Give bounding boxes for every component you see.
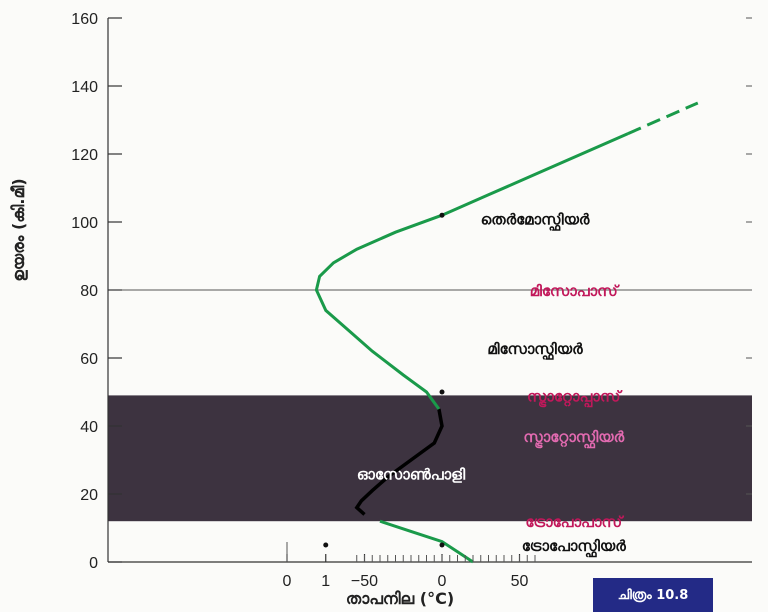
x-tick-label-2: −50 xyxy=(351,573,378,590)
x-axis-title: താപനില (°C) xyxy=(346,589,454,608)
figure-label-badge: ചിത്രം 10.8 xyxy=(593,578,713,612)
y-tick-label-120: 120 xyxy=(71,147,98,164)
layer-label-2: മിസോസ്ഫിയർ xyxy=(487,340,583,361)
x-tick-label-3: 0 xyxy=(438,573,447,590)
layer-label-7: ട്രോപോസ്ഫിയർ xyxy=(522,537,626,558)
curve-dashed-segment xyxy=(628,103,698,134)
y-tick-label-60: 60 xyxy=(80,351,98,368)
point-marker-1 xyxy=(440,390,445,395)
y-tick-label-160: 160 xyxy=(71,11,98,28)
y-tick-label-40: 40 xyxy=(80,419,98,436)
y-axis-title: ഉയരം (കി.മീ) xyxy=(9,178,28,281)
stratosphere-band-0 xyxy=(108,395,752,521)
y-tick-label-80: 80 xyxy=(80,283,98,300)
point-marker-3 xyxy=(323,543,328,548)
layer-label-1: മിസോപാസ് xyxy=(530,282,621,300)
layer-label-5: ഓസോൺപാളി xyxy=(357,466,466,484)
y-tick-label-0: 0 xyxy=(89,555,98,572)
x-tick-label-1: 1 xyxy=(321,573,330,590)
curve-upper-segment xyxy=(316,134,628,409)
x-tick-layer: 0 1 −50 0 50 xyxy=(283,542,535,590)
layer-label-0: തെർമോസ്ഫിയർ xyxy=(481,211,590,232)
point-marker-2 xyxy=(440,543,445,548)
y-tick-label-100: 100 xyxy=(71,215,98,232)
point-marker-0 xyxy=(440,213,445,218)
y-tick-label-20: 20 xyxy=(80,487,98,504)
x-tick-label-0: 0 xyxy=(283,573,292,590)
x-tick-label-4: 50 xyxy=(511,573,529,590)
layer-label-6: ട്രോപോപാസ് xyxy=(525,513,624,531)
y-tick-label-140: 140 xyxy=(71,79,98,96)
figure-label-text: ചിത്രം 10.8 xyxy=(618,588,689,603)
stratosphere-band-layer xyxy=(108,395,752,521)
